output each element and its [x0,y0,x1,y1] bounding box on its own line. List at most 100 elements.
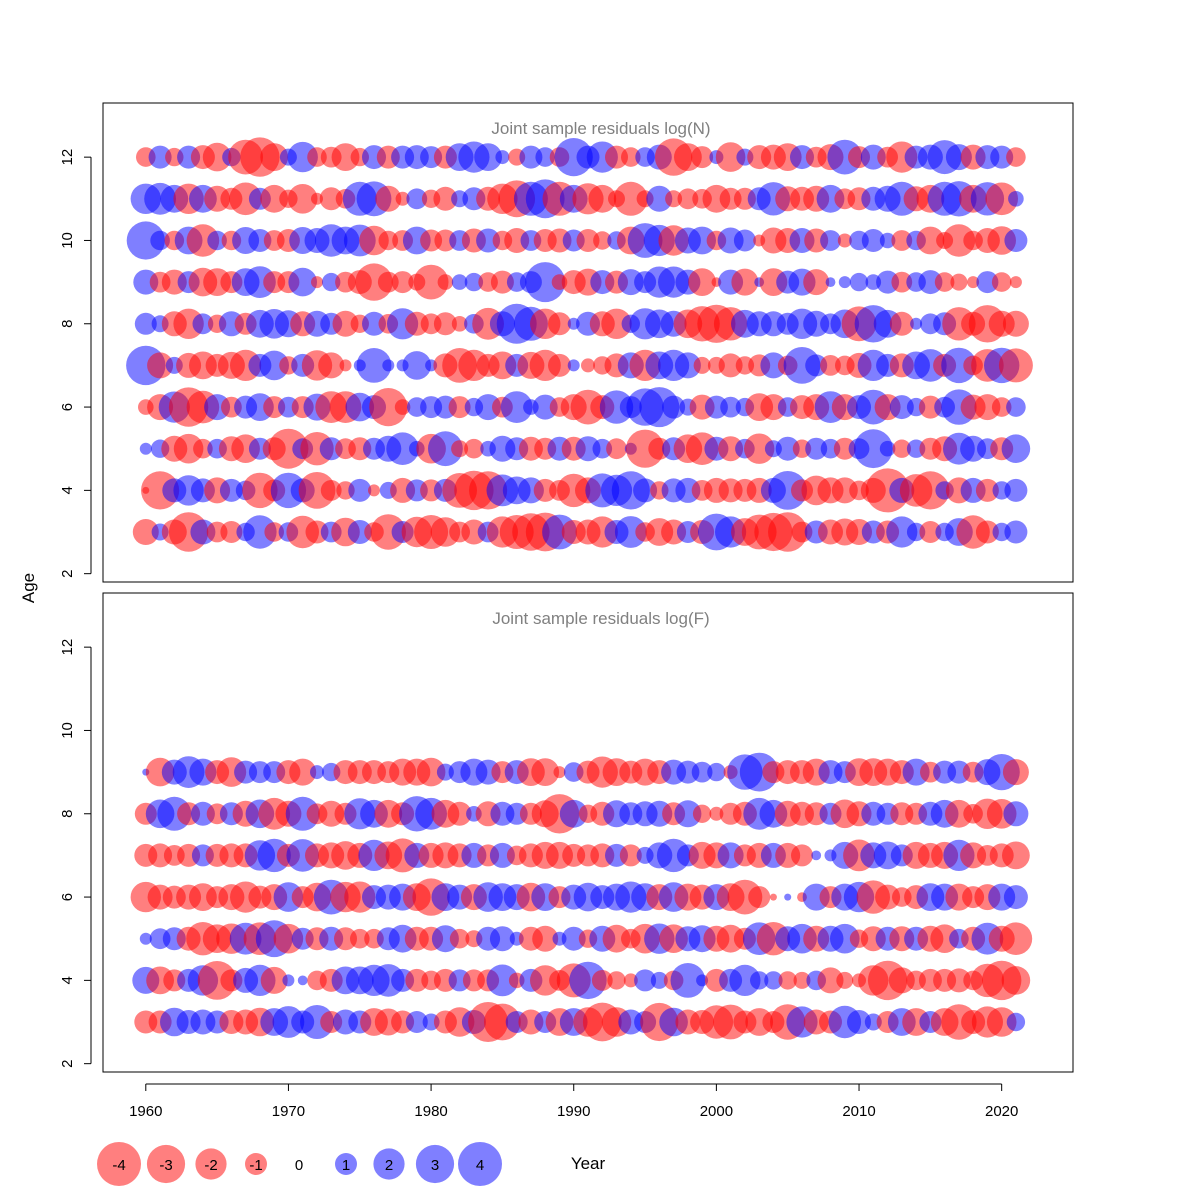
y-tick-label: 10 [59,232,76,249]
residual-bubble [386,432,419,466]
residual-bubble [696,974,709,987]
residual-bubble [670,963,706,998]
residual-bubble [764,971,783,990]
residual-bubble [378,230,399,251]
y-tick-label: 12 [59,639,76,656]
residual-bubble [621,147,641,167]
residual-bubble [662,395,686,419]
residual-bubble [288,267,318,297]
legend-label: 0 [295,1157,303,1174]
residual-bubble [307,147,327,167]
residual-bubble [614,516,647,548]
residual-bubble [134,312,157,335]
residual-bubble [148,145,172,169]
residual-bubble [891,230,913,251]
residual-bubble [1006,147,1026,167]
residual-bubble [298,472,336,509]
residual-bubble [428,431,463,467]
residual-bubble [733,229,756,252]
residual-bubble [332,310,359,337]
legend-bubble [195,1148,227,1180]
residual-bubble [173,433,204,464]
residual-bubble [375,185,402,212]
residual-bubble [601,308,632,339]
residual-bubble [731,268,759,296]
residual-bubble [405,1011,428,1033]
residual-bubble [289,758,317,786]
residual-bubble [605,145,628,169]
residual-bubble [402,351,432,380]
residual-bubble [219,478,243,502]
residual-bubble [861,229,885,252]
residual-bubble [688,226,716,255]
residual-bubble [548,353,571,377]
y-tick-label: 6 [59,893,76,901]
residual-bubble [147,352,174,379]
residual-bubble [331,143,360,172]
residual-bubble [591,970,613,991]
residual-bubble [946,968,971,993]
residual-bubble [633,478,658,503]
residual-bubble [760,352,787,379]
residual-bubble [838,276,851,289]
residual-bubble [150,230,170,251]
residual-bubble [139,932,152,945]
x-axis: 1960 1970 1980 1990 2000 2010 2020 [129,1083,1018,1120]
y-tick-label: 4 [59,486,76,494]
x-axis-title: Year [571,1154,606,1173]
residual-bubble [768,512,808,552]
residual-bubble [646,185,673,212]
residual-bubble [879,232,896,249]
residual-bubble [433,186,458,211]
residual-bubble [186,224,220,257]
residual-bubble [1002,841,1030,870]
residual-bubble [849,272,869,292]
residual-bubble [268,428,309,469]
residual-bubble [692,804,712,823]
residual-bubble [535,147,555,167]
residual-bubble [709,806,724,821]
panel-log-f: Joint sample residuals log(F) 2 4 6 8 10 12 [59,592,1074,1073]
residual-bubble [525,262,566,303]
residual-bubble [930,924,959,953]
residual-bubble [220,521,243,543]
residual-bubble [729,964,761,997]
residual-bubble [911,471,950,510]
residual-bubble [395,191,410,206]
x-tick-label: 1960 [129,1103,162,1120]
residual-bubble [941,347,977,384]
x-tick-label: 1990 [557,1103,590,1120]
residual-bubble [474,143,502,172]
size-legend: -4 -3 -2 -1 0 1 2 3 4 [97,1142,502,1186]
panel-frame [102,592,1074,1073]
residual-bubble [575,436,601,462]
residual-bubble [674,800,702,828]
residual-bubble [405,968,429,992]
residual-bubble [918,270,943,295]
residual-bubble [934,272,955,292]
residual-bubble [916,226,945,255]
residual-bubble [720,396,741,418]
residual-bubble [369,388,408,427]
residual-bubble [243,515,277,549]
residual-bubble [974,394,1001,421]
residual-bubble [581,358,595,373]
y-tick-label: 8 [59,810,76,818]
y-axis-title: Age [19,573,38,603]
residual-bubble [853,429,893,469]
residual-bubble [945,799,973,828]
residual-bubble [1002,310,1029,337]
legend-bubble [415,1144,455,1184]
residual-bubble [193,438,213,459]
residual-bubble [192,313,214,335]
residual-bubble [791,844,813,867]
residual-bubble [448,396,471,419]
residual-bubble [259,350,290,381]
residual-bubble [350,928,370,949]
residual-bubble [391,271,414,294]
residual-bubble [437,274,454,290]
residual-bubble [553,766,566,779]
residual-bubble [811,850,822,861]
y-tick-label: 12 [59,149,76,166]
residual-bubble [831,477,858,504]
